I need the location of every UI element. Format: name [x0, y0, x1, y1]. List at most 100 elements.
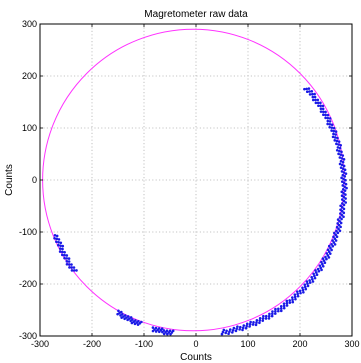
data-point: [255, 321, 258, 324]
data-point: [315, 273, 319, 276]
data-point: [321, 257, 325, 260]
data-point: [221, 330, 225, 334]
data-point: [248, 322, 252, 326]
data-point: [339, 204, 342, 208]
data-point: [271, 310, 274, 313]
data-point: [326, 248, 330, 252]
data-point: [306, 284, 310, 288]
data-point: [296, 290, 299, 293]
data-point: [228, 330, 231, 333]
data-point: [326, 122, 329, 126]
data-point: [340, 190, 344, 194]
data-point: [326, 119, 330, 123]
x-tick-label: 100: [240, 339, 255, 349]
data-point: [321, 262, 324, 266]
data-point: [291, 300, 295, 304]
data-point: [321, 104, 325, 108]
data-point: [241, 328, 244, 332]
data-point: [303, 87, 306, 91]
data-point: [70, 266, 74, 269]
data-point: [343, 189, 347, 192]
data-point: [335, 139, 339, 143]
data-point: [285, 299, 289, 303]
data-point: [328, 123, 332, 126]
data-point: [282, 304, 286, 308]
data-point: [340, 150, 343, 154]
data-point: [340, 163, 344, 167]
data-point: [333, 139, 337, 142]
data-point: [308, 93, 312, 96]
data-point: [330, 126, 334, 129]
data-point: [344, 193, 347, 196]
data-point: [337, 152, 340, 156]
data-point: [301, 288, 305, 292]
data-point: [258, 316, 262, 320]
data-point: [252, 321, 255, 324]
data-point: [222, 328, 226, 332]
data-point: [344, 178, 347, 182]
data-point: [65, 262, 69, 266]
data-point: [61, 244, 65, 248]
data-point: [333, 136, 337, 139]
data-point: [258, 319, 262, 322]
data-point: [169, 332, 172, 336]
data-point: [57, 240, 60, 244]
data-point: [67, 260, 71, 263]
data-point: [166, 332, 169, 336]
data-point: [59, 244, 62, 247]
data-point: [255, 319, 259, 322]
data-point: [56, 243, 60, 247]
data-point: [340, 170, 344, 173]
data-point: [61, 250, 64, 254]
data-point: [327, 250, 331, 254]
data-point: [63, 256, 66, 260]
data-point: [304, 287, 308, 291]
data-point: [341, 188, 345, 191]
data-point: [313, 92, 316, 96]
data-point: [291, 298, 294, 302]
x-tick-label: -300: [31, 339, 49, 349]
data-point: [332, 132, 335, 136]
data-point: [154, 330, 158, 333]
y-tick-label: 100: [22, 123, 37, 133]
data-point: [345, 186, 348, 190]
data-point: [158, 330, 161, 334]
data-point: [328, 117, 332, 120]
data-point: [225, 329, 228, 333]
data-point: [344, 201, 348, 204]
data-point: [319, 104, 322, 108]
data-point: [325, 252, 329, 255]
data-point: [313, 95, 317, 99]
data-point: [335, 148, 339, 152]
data-point: [324, 110, 327, 114]
data-point: [334, 233, 337, 237]
data-point: [329, 246, 332, 250]
data-point: [340, 198, 344, 201]
x-tick-label: -200: [83, 339, 101, 349]
data-points: [53, 87, 348, 336]
data-point: [336, 222, 339, 225]
y-tick-label: -100: [19, 227, 37, 237]
data-point: [339, 166, 343, 169]
data-point: [70, 263, 73, 266]
data-point: [341, 167, 345, 170]
y-tick-label: 300: [22, 19, 37, 29]
data-point: [330, 243, 333, 246]
data-point: [337, 140, 341, 143]
data-point: [298, 289, 302, 293]
data-point: [341, 154, 345, 157]
data-point: [324, 255, 327, 259]
data-point: [282, 302, 286, 305]
data-point: [342, 181, 346, 185]
data-point: [310, 90, 314, 93]
data-point: [55, 234, 59, 238]
data-point: [334, 130, 338, 133]
data-point: [322, 259, 326, 262]
data-point: [302, 290, 305, 294]
data-point: [119, 314, 122, 317]
data-point: [303, 283, 307, 286]
data-point: [339, 143, 343, 147]
data-point: [342, 211, 346, 215]
data-point: [285, 304, 289, 307]
data-point: [336, 231, 340, 235]
